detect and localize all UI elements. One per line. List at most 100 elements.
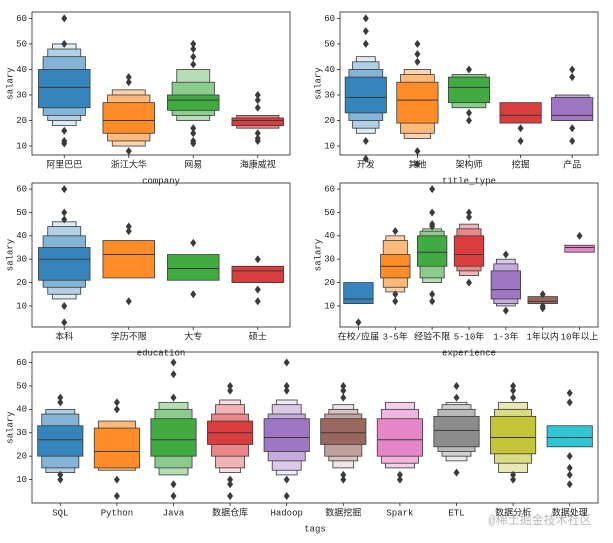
outlier <box>517 124 524 133</box>
y-tick-label: 40 <box>16 405 27 415</box>
outlier <box>392 297 399 306</box>
x-tick-label: 经验不限 <box>414 330 450 342</box>
letter-value-box <box>93 427 140 469</box>
outlier <box>569 136 576 145</box>
outlier <box>362 27 369 36</box>
axes-frame <box>339 11 599 156</box>
x-tick-label: 产品 <box>563 158 581 170</box>
y-tick-label: 50 <box>16 39 27 49</box>
letter-value-box <box>490 415 537 455</box>
outlier <box>125 227 132 236</box>
outlier <box>510 381 517 390</box>
outlier <box>61 126 68 135</box>
y-tick-label: 10 <box>324 141 335 151</box>
x-axis-label: tags <box>304 524 326 534</box>
outlier <box>566 480 573 489</box>
outlier <box>362 154 369 163</box>
outlier <box>566 470 573 479</box>
outlier <box>254 96 261 105</box>
y-tick-label: 60 <box>16 358 27 368</box>
outlier <box>57 475 64 484</box>
y-axis-label: salary <box>5 411 15 444</box>
outlier <box>566 398 573 407</box>
outlier <box>283 491 290 500</box>
letter-value-box <box>551 97 594 121</box>
outlier <box>340 393 347 402</box>
outlier <box>340 475 347 484</box>
outlier <box>170 370 177 379</box>
x-tick-label: 3-5年 <box>383 330 408 342</box>
letter-value-box <box>38 247 91 281</box>
outlier <box>57 470 64 479</box>
letter-value-box <box>263 418 310 452</box>
letter-value-box <box>499 102 542 124</box>
x-tick-label: 浙江大华 <box>111 158 147 170</box>
y-tick-label: 20 <box>324 116 335 126</box>
outlier <box>125 73 132 82</box>
x-tick-label: 本科 <box>55 330 73 342</box>
outlier <box>510 475 517 484</box>
outlier <box>414 50 421 59</box>
outlier <box>466 108 472 117</box>
outlier <box>453 381 460 390</box>
letter-value-box <box>344 76 387 114</box>
panel: 10 20 30 40 50 60 salary tags SQL Python Java 数据仓库 H… <box>5 351 599 534</box>
outlier <box>61 185 68 194</box>
outlier <box>113 475 120 484</box>
x-tick-label: 1-3年 <box>493 330 518 342</box>
outlier <box>283 381 290 390</box>
outlier <box>362 39 369 48</box>
axes-frame <box>31 182 291 328</box>
y-tick-label: 20 <box>16 278 27 288</box>
outlier <box>254 297 261 306</box>
outlier <box>466 278 472 287</box>
outlier <box>227 491 234 500</box>
outlier <box>125 297 132 306</box>
outlier <box>190 124 197 133</box>
letter-value-box <box>320 418 367 445</box>
letter-value-box <box>150 418 197 457</box>
outlier <box>429 290 436 299</box>
letter-value-box <box>167 254 220 281</box>
outlier <box>227 475 234 484</box>
outlier <box>57 393 64 402</box>
outlier <box>429 208 436 217</box>
outlier <box>190 45 197 54</box>
panel: 10 20 30 40 50 60 salary company 阿里巴巴 浙江大华 网易 海康威视 <box>5 11 291 186</box>
x-tick-label: 数据处理 <box>552 506 588 518</box>
y-axis-label: salary <box>313 238 323 271</box>
panel: 10 20 30 40 50 60 salary experience 在校/应届 3-5年 经验不… <box>313 182 599 358</box>
outlier <box>566 452 573 461</box>
letter-value-box <box>564 244 595 253</box>
outlier <box>414 39 421 48</box>
outlier <box>517 136 524 145</box>
outlier <box>113 491 120 500</box>
y-tick-label: 50 <box>324 39 335 49</box>
x-tick-label: 10年以上 <box>561 330 599 342</box>
x-tick-label: 硕士 <box>249 330 267 342</box>
outlier <box>569 124 576 133</box>
outlier <box>392 227 399 236</box>
outlier <box>254 103 261 112</box>
outlier <box>539 304 546 313</box>
axes-frame <box>31 11 291 156</box>
outlier <box>510 470 517 479</box>
y-tick-label: 40 <box>16 65 27 75</box>
y-tick-label: 50 <box>16 208 27 218</box>
outlier <box>254 136 261 145</box>
letter-value-box <box>343 282 374 305</box>
y-tick-label: 50 <box>16 381 27 391</box>
x-tick-label: Java <box>163 508 185 518</box>
letter-value-box <box>102 102 155 134</box>
outlier <box>227 386 234 395</box>
letter-value-box <box>433 415 480 448</box>
outlier <box>576 231 583 240</box>
x-tick-label: ETL <box>448 508 464 518</box>
y-tick-label: 30 <box>324 90 335 100</box>
outlier <box>61 208 68 217</box>
outlier <box>254 285 261 294</box>
outlier <box>566 463 573 472</box>
x-axis-label: experience <box>442 348 496 358</box>
x-tick-label: 大专 <box>184 330 202 342</box>
